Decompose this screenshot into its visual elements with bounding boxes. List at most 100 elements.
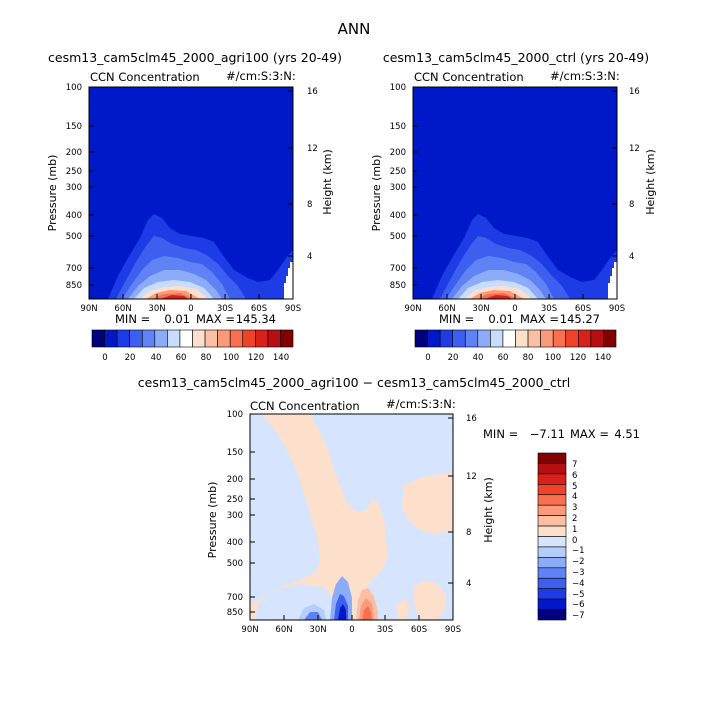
colorbar-swatch — [477, 329, 491, 348]
y-tick-label: 700 — [227, 593, 243, 603]
contour-level-0-1 — [250, 414, 388, 620]
x-tick-label: 30S — [377, 625, 393, 635]
colorbar-tick-label: 2 — [572, 514, 577, 524]
colorbar-swatch — [129, 329, 143, 348]
contour-field — [250, 414, 453, 620]
contour-level-0-1-lower — [414, 580, 446, 620]
contour-field — [89, 87, 293, 299]
field-label: CCN Concentration — [414, 70, 524, 84]
height-tick-label: 12 — [629, 144, 640, 154]
y-tick-label: 500 — [390, 232, 406, 242]
panel-title: cesm13_cam5clm45_2000_agri100 (yrs 20-49… — [48, 50, 342, 65]
x-tick-label: 60N — [438, 304, 455, 314]
contour-level-neg5-neg7 — [338, 604, 346, 620]
y-axis-right-label: Height (km) — [321, 149, 334, 215]
x-tick-label: 0 — [349, 625, 354, 635]
x-tick-label: 60N — [114, 304, 131, 314]
y-tick-label: 300 — [227, 511, 243, 521]
min-value: 0.01 — [164, 312, 190, 326]
contour-level-3-4 — [362, 606, 372, 620]
x-tick-label: 30N — [472, 304, 489, 314]
figure-title: ANN — [338, 20, 371, 38]
y-tick-label: 400 — [227, 538, 243, 548]
colorbar-ticks: 0 20 40 60 80 100 120 140 — [425, 353, 611, 363]
colorbar-swatch — [578, 329, 592, 348]
height-tick-label: 12 — [466, 472, 477, 482]
y-tick-label: 250 — [227, 495, 243, 505]
colorbar-ticks: 7 6 5 4 3 2 1 0 −1 −2 −3 −4 −5 −6 −7 — [572, 460, 585, 621]
terrain-mask — [284, 262, 293, 299]
y-tick-label: 700 — [66, 264, 82, 274]
colorbar-tick-label: −6 — [572, 600, 585, 610]
x-tick-label: 90N — [80, 304, 97, 314]
colorbar-tick-label: 4 — [572, 492, 577, 502]
colorbar-swatch — [141, 329, 156, 348]
x-tick-label: 60S — [575, 304, 591, 314]
colorbar-swatch — [565, 329, 579, 348]
x-tick-label: 30S — [541, 304, 557, 314]
panel-ctrl: cesm13_cam5clm45_2000_ctrl (yrs 20-49) C… — [370, 50, 657, 363]
colorbar-swatch — [179, 329, 193, 348]
colorbar-swatch — [267, 329, 281, 348]
colorbar-tick-label: 20 — [448, 353, 459, 363]
colorbar-tick-label: 140 — [273, 353, 289, 363]
y-tick-label: 150 — [390, 122, 406, 132]
colorbar-ticks: 0 20 40 60 80 100 120 140 — [102, 353, 289, 363]
colorbar-swatch — [537, 525, 567, 537]
colorbar-tick-label: 20 — [125, 353, 136, 363]
terrain-mask — [608, 262, 617, 299]
x-axis: 90N 60N 30N 0 30S 60S 90S — [80, 294, 301, 314]
colorbar-swatch — [537, 473, 567, 485]
y-axis-right: 16 12 8 4 — [288, 87, 318, 262]
colorbar-tick-label: −5 — [572, 590, 585, 600]
colorbar-swatch — [204, 329, 218, 348]
colorbar-tick-label: −2 — [572, 557, 585, 567]
colorbar-tick-label: −4 — [572, 579, 585, 589]
colorbar-swatch — [502, 329, 516, 348]
colorbar-swatch — [414, 329, 428, 348]
colorbar-tick-label: 0 — [572, 536, 577, 546]
max-value: 145.34 — [236, 312, 276, 326]
x-tick-label: 30S — [217, 304, 233, 314]
height-tick-label: 8 — [629, 200, 634, 210]
colorbar — [537, 452, 567, 621]
x-tick-label: 90S — [285, 304, 301, 314]
colorbar — [91, 329, 294, 348]
height-tick-label: 8 — [466, 528, 471, 538]
colorbar-tick-label: 0 — [425, 353, 430, 363]
colorbar-swatch — [439, 329, 453, 348]
colorbar-tick-label: 100 — [223, 353, 239, 363]
y-tick-label: 300 — [66, 183, 82, 193]
colorbar-tick-label: 5 — [572, 482, 577, 492]
colorbar-swatch — [537, 598, 567, 610]
colorbar-swatch — [537, 452, 567, 464]
height-tick-label: 16 — [466, 414, 477, 424]
contour-level-130 — [160, 295, 188, 299]
x-tick-label: 0 — [188, 304, 193, 314]
colorbar-swatch — [552, 329, 567, 348]
colorbar-swatch — [490, 329, 504, 348]
y-tick-label: 850 — [227, 608, 243, 618]
colorbar-swatch — [590, 329, 604, 348]
units-label: #/cm:S:3:N: — [226, 69, 296, 83]
colorbar-swatch — [537, 546, 567, 558]
colorbar-tick-label: 40 — [473, 353, 484, 363]
max-value: 145.27 — [560, 312, 600, 326]
y-tick-label: 150 — [66, 122, 82, 132]
colorbar-swatch — [515, 329, 529, 348]
colorbar-swatch — [104, 329, 118, 348]
y-tick-label: 850 — [66, 281, 82, 291]
y-tick-label: 700 — [390, 264, 406, 274]
y-tick-label: 250 — [390, 167, 406, 177]
x-tick-label: 60S — [251, 304, 267, 314]
x-tick-label: 30N — [309, 625, 326, 635]
height-tick-label: 16 — [307, 87, 318, 97]
y-tick-label: 100 — [390, 83, 406, 93]
colorbar-swatch — [537, 536, 567, 548]
max-label: MAX = — [570, 427, 609, 441]
colorbar-swatch — [537, 463, 567, 475]
colorbar-swatch — [537, 494, 567, 506]
colorbar-tick-label: 80 — [201, 353, 212, 363]
x-tick-label: 0 — [512, 304, 517, 314]
